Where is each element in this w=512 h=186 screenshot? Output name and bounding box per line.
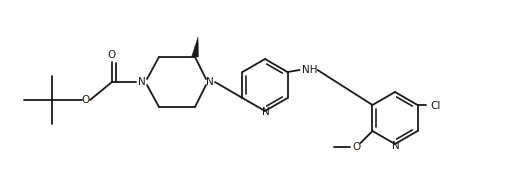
- Text: O: O: [82, 95, 90, 105]
- Text: N: N: [138, 77, 146, 87]
- Text: N: N: [262, 107, 270, 117]
- Polygon shape: [191, 37, 199, 57]
- Text: N: N: [206, 77, 214, 87]
- Text: O: O: [352, 142, 360, 152]
- Text: NH: NH: [302, 65, 317, 75]
- Text: Cl: Cl: [430, 101, 441, 111]
- Text: N: N: [392, 141, 400, 151]
- Text: O: O: [108, 50, 116, 60]
